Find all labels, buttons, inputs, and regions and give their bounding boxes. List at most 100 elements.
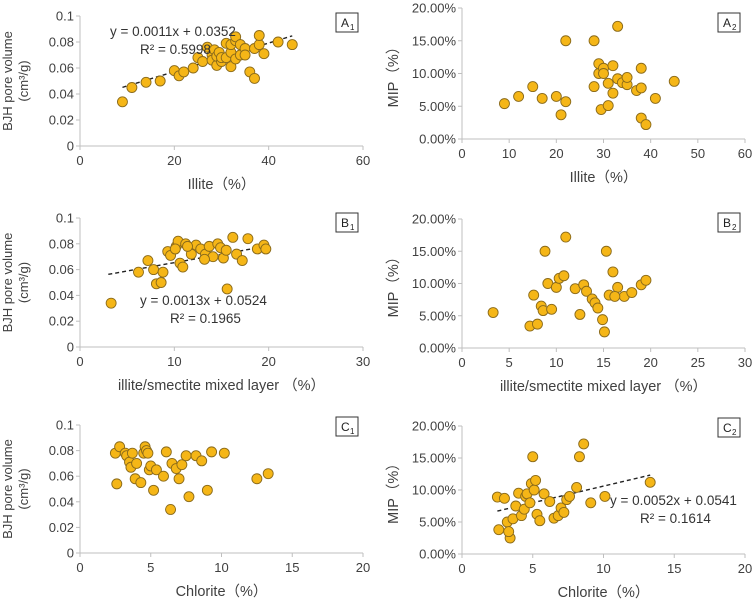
panel-tag-subscript: 1 — [350, 23, 355, 32]
data-point — [600, 245, 612, 257]
x-tick-label: 0 — [458, 355, 465, 370]
panel-tag-box — [335, 416, 359, 437]
r-squared: R² = 0.5998 — [140, 42, 211, 57]
y-tick-label: 20.00% — [412, 212, 457, 227]
data-point — [239, 49, 251, 61]
data-point — [154, 75, 166, 87]
panel-tag-box — [717, 417, 741, 438]
x-tick-label: 60 — [738, 146, 752, 161]
x-tick-label: 50 — [691, 146, 705, 161]
data-point — [578, 438, 590, 450]
data-point — [530, 474, 542, 486]
data-point — [131, 457, 143, 469]
data-point — [640, 119, 652, 131]
data-point — [503, 526, 515, 538]
y-tick-label: 0.04 — [49, 288, 74, 303]
x-tick-label: 20 — [549, 146, 563, 161]
data-point — [592, 302, 604, 314]
data-point — [571, 481, 583, 493]
y-axis-unit-label: (cm³/g) — [16, 262, 31, 303]
r-squared: R² = 0.1614 — [640, 511, 711, 526]
data-point — [206, 446, 218, 458]
y-tick-label: 0.1 — [56, 211, 74, 226]
x-tick-label: 0 — [458, 561, 465, 576]
data-point — [607, 60, 619, 72]
data-point — [626, 287, 638, 298]
data-point — [142, 255, 154, 267]
x-tick-label: 10 — [502, 146, 516, 161]
r-squared: R² = 0.1965 — [170, 311, 241, 326]
y-tick-label: 0.02 — [49, 113, 74, 128]
data-point — [560, 35, 572, 47]
x-tick-label: 40 — [261, 153, 275, 168]
data-point — [197, 56, 209, 67]
data-point — [116, 96, 128, 108]
data-point — [544, 496, 556, 507]
data-point — [258, 48, 270, 60]
data-point — [158, 470, 169, 482]
panel-tag-box — [717, 212, 741, 233]
trend-equation: y = 0.0013x + 0.0524 — [140, 293, 267, 308]
data-point — [538, 488, 550, 500]
data-point — [499, 98, 510, 110]
panel-tag-letter: A — [341, 16, 349, 30]
data-point — [140, 76, 152, 88]
data-point — [560, 231, 572, 243]
y-axis-label: BJH pore volume — [0, 233, 15, 333]
panel-tag-letter: C — [723, 421, 732, 435]
data-point — [607, 266, 619, 278]
data-point — [105, 297, 117, 309]
y-tick-label: 0.04 — [49, 87, 74, 102]
panel-tag-subscript: 2 — [732, 223, 737, 232]
data-point — [546, 303, 558, 315]
data-point — [150, 464, 162, 476]
data-point — [180, 450, 192, 462]
data-point — [635, 62, 647, 74]
x-tick-label: 10 — [167, 354, 181, 369]
x-tick-label: 60 — [356, 153, 370, 168]
x-tick-label: 40 — [643, 146, 657, 161]
y-tick-label: 10.00% — [412, 483, 457, 498]
y-tick-label: 0.00% — [419, 341, 456, 356]
data-point — [133, 266, 144, 278]
y-tick-label: 0 — [67, 340, 74, 355]
data-point — [111, 478, 123, 490]
chart-C1: 0 5 10 15 20 0 0.02 0.04 0.06 0.08 0.1 Chlorite（%） B… — [0, 416, 370, 600]
data-point — [253, 30, 265, 41]
panel-tag-letter: C — [341, 420, 350, 434]
x-tick-label: 20 — [738, 561, 752, 576]
data-point — [142, 447, 154, 459]
chart-C2: 0 5 10 15 20 0.00% 5.00% 10.00% 15.00% 20.00% Chlo… — [385, 417, 752, 601]
data-point — [599, 490, 611, 502]
data-point — [242, 233, 254, 245]
data-point — [199, 253, 210, 265]
x-tick-label: 5 — [529, 561, 536, 576]
data-point — [220, 244, 232, 256]
x-axis-label: illite/smectite mixed layer （%） — [500, 378, 707, 395]
y-tick-label: 0.06 — [49, 262, 74, 277]
x-axis-label: Illite（%） — [188, 176, 256, 193]
y-tick-label: 0.06 — [49, 469, 74, 484]
x-tick-label: 15 — [667, 561, 681, 576]
y-axis-label: BJH pore volume — [0, 31, 15, 131]
y-tick-label: 0.04 — [49, 494, 74, 509]
x-axis-label: Chlorite（%） — [558, 584, 650, 601]
data-point — [668, 75, 680, 87]
data-point — [539, 245, 551, 257]
y-tick-label: 5.00% — [419, 99, 456, 114]
data-point — [598, 68, 609, 79]
x-tick-label: 20 — [261, 354, 275, 369]
data-point — [499, 492, 510, 504]
data-point — [165, 504, 177, 515]
y-tick-label: 15.00% — [412, 451, 457, 466]
data-point — [558, 506, 570, 518]
data-point — [230, 31, 242, 43]
data-point — [160, 446, 172, 458]
y-tick-label: 20.00% — [412, 419, 457, 434]
data-point — [155, 277, 167, 288]
y-tick-label: 5.00% — [419, 308, 456, 323]
y-axis-label: MIP（%） — [385, 40, 402, 108]
x-axis-label: Illite（%） — [570, 169, 638, 186]
data-point — [513, 90, 525, 102]
y-tick-label: 0.06 — [49, 61, 74, 76]
